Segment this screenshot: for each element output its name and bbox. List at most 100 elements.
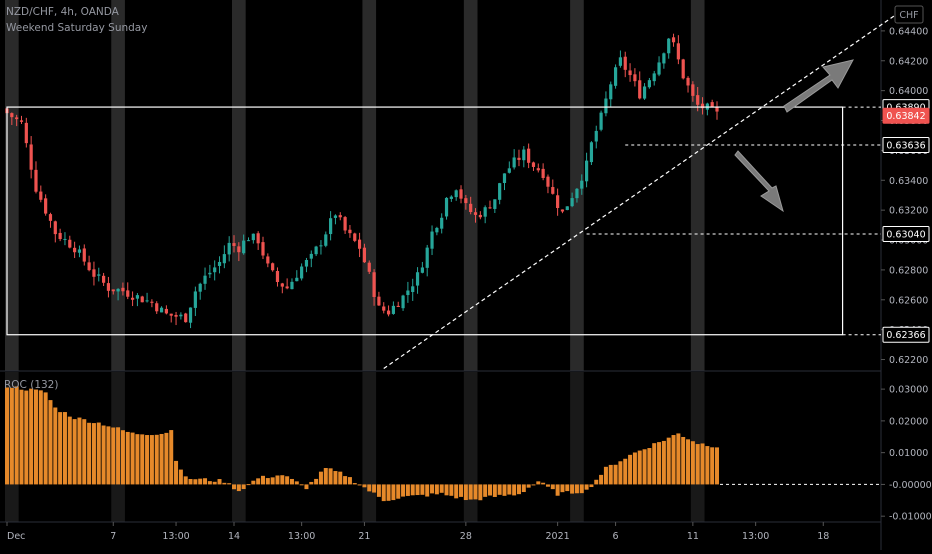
roc-bar [652,443,657,485]
roc-bar [270,477,275,485]
roc-bar [715,447,720,485]
roc-bar [29,388,34,485]
roc-bar [401,484,406,497]
roc-bar [623,458,628,485]
roc-bar [628,454,633,485]
candle-body [401,295,405,309]
roc-bar [33,389,38,485]
candle-body [449,196,453,199]
price-axis-label: 0.63400 [889,176,928,187]
roc-bar [415,484,420,496]
candle-body [324,234,328,246]
candle-body [353,233,357,241]
roc-bar [169,430,174,485]
bullish-arrow [783,59,854,113]
candle-body [638,80,642,99]
roc-bar [125,431,130,485]
candle-body [159,307,164,313]
weekend-band [570,0,584,371]
candle-body [164,308,168,314]
candle-body [551,187,555,194]
roc-bar [391,484,396,501]
roc-bar [671,435,676,485]
roc-bar [58,412,63,485]
candle-body [710,102,714,107]
candle-body [203,275,207,284]
weekend-band-roc [232,372,246,522]
price-axis-label: 0.64400 [889,26,928,37]
candle-body [671,37,676,43]
roc-bar [536,481,541,485]
roc-bar [96,422,101,485]
roc-bar [507,484,512,495]
roc-bar [512,484,517,496]
roc-bar [164,432,169,485]
roc-bar [613,464,618,485]
roc-bar [454,484,459,499]
candle-body [483,207,487,217]
roc-bar [666,437,671,485]
roc-bar [686,439,691,485]
candle-body [556,195,560,209]
roc-bar [343,476,348,485]
candle-body [251,233,255,241]
candle-body [580,180,584,189]
candle-body [77,249,82,253]
currency-badge-box [894,5,924,24]
roc-bar [603,466,608,485]
candle-body [512,157,516,168]
roc-bar [198,478,203,485]
roc-indicator-legend[interactable]: ROC (132) [4,379,59,391]
candle-body [440,217,444,229]
candle-body [565,206,569,211]
roc-bar [516,484,521,495]
roc-bar [77,417,82,485]
roc-bar [642,449,647,485]
roc-bar [434,484,439,495]
candle-body [280,283,284,287]
roc-bar [483,484,488,497]
candle-body [285,286,289,289]
roc-bar [420,484,425,495]
candle-body [106,283,111,291]
roc-bar [439,484,444,493]
roc-bar [120,430,125,485]
roc-bar [661,440,666,485]
candle-body [208,272,212,275]
price-tag-current: 0.63842 [886,111,925,122]
roc-bar [256,478,261,485]
candle-body [536,168,540,171]
candle-body [691,84,695,96]
roc-bar [174,460,179,485]
candle-body [560,209,565,212]
candle-body [242,240,246,254]
roc-bar [449,484,454,496]
candle-body [319,245,323,247]
symbol-legend[interactable]: NZD/CHF, 4h, OANDA [6,6,119,18]
time-axis-label: 18 [817,531,829,542]
weekend-indicator-legend[interactable]: Weekend Saturday Sunday [6,22,148,34]
candle-body [647,80,651,88]
roc-bar [178,469,183,485]
roc-bar [338,471,343,485]
time-axis-label: 13:00 [288,531,315,542]
roc-bar [62,412,67,485]
candle-body [15,117,19,120]
roc-bar [217,479,222,485]
roc-bar [468,484,473,500]
candle-body [609,84,613,100]
roc-bar [246,484,251,486]
candle-body [362,247,367,263]
roc-bar [618,461,623,485]
candle-body [425,247,429,268]
candle-body [613,67,618,86]
price-axis-label: 0.64200 [889,56,928,67]
candle-body [386,310,391,315]
roc-bar [705,446,710,485]
candle-body [406,290,410,296]
roc-bar [362,484,367,488]
time-axis-label: 28 [460,531,472,542]
roc-bar [497,484,502,495]
